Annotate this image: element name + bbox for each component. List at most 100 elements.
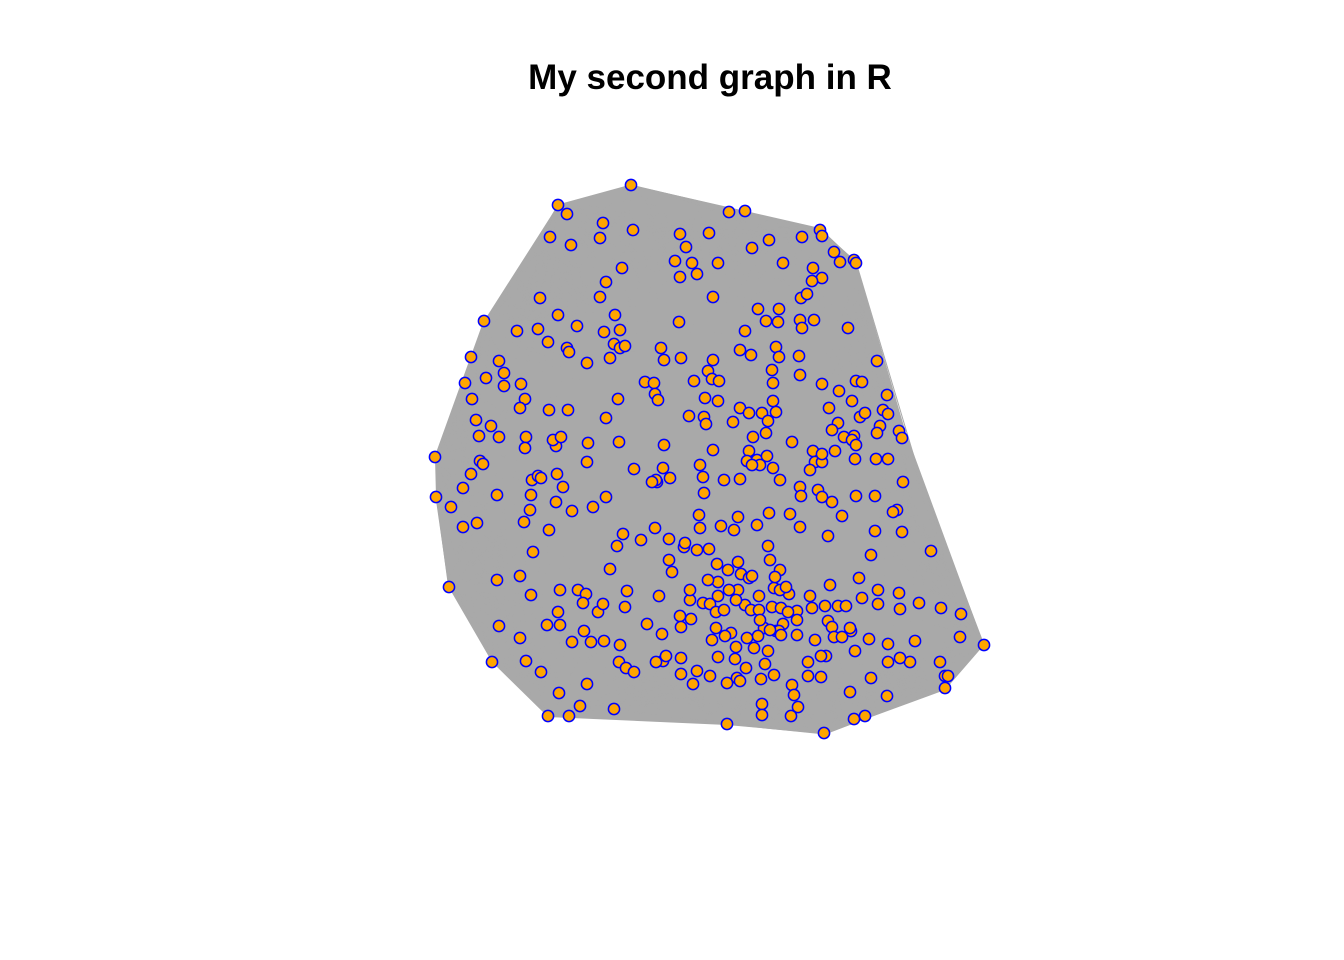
graph-vertex <box>803 589 817 603</box>
graph-vertex <box>722 583 736 597</box>
graph-vertex <box>768 570 782 584</box>
graph-vertex <box>776 256 790 270</box>
graph-vertex <box>761 644 775 658</box>
graph-vertex <box>685 256 699 270</box>
graph-vertex <box>603 351 617 365</box>
graph-vertex <box>720 676 734 690</box>
graph-vertex <box>693 521 707 535</box>
graph-vertex <box>744 348 758 362</box>
graph-vertex <box>711 575 725 589</box>
graph-vertex <box>790 628 804 642</box>
graph-vertex <box>543 230 557 244</box>
graph-vertex <box>727 523 741 537</box>
graph-vertex <box>656 461 670 475</box>
graph-vertex <box>597 634 611 648</box>
graph-vertex <box>581 436 595 450</box>
graph-vertex <box>608 308 622 322</box>
graph-vertex <box>693 458 707 472</box>
graph-vertex <box>620 584 634 598</box>
graph-vertex <box>817 726 831 740</box>
graph-vertex <box>912 596 926 610</box>
graph-vertex <box>696 470 710 484</box>
graph-vertex <box>835 630 849 644</box>
graph-vertex <box>580 455 594 469</box>
graph-vertex <box>626 223 640 237</box>
graph-vertex <box>805 601 819 615</box>
graph-vertex <box>761 539 775 553</box>
graph-vertex <box>841 321 855 335</box>
graph-vertex <box>492 619 506 633</box>
graph-vertex <box>858 406 872 420</box>
graph-vertex <box>699 417 713 431</box>
graph-vertex <box>647 376 661 390</box>
graph-vertex <box>648 521 662 535</box>
graph-vertex <box>711 589 725 603</box>
graph-vertex <box>881 407 895 421</box>
graph-vertex <box>701 573 715 587</box>
graph-vertex <box>551 308 565 322</box>
graph-vertex <box>745 241 759 255</box>
graph-vertex <box>593 290 607 304</box>
graph-vertex <box>881 655 895 669</box>
graph-vertex <box>464 467 478 481</box>
graph-vertex <box>870 426 884 440</box>
graph-vertex <box>576 596 590 610</box>
graph-vertex <box>858 709 872 723</box>
graph-vertex <box>442 580 456 594</box>
graph-vertex <box>479 371 493 385</box>
graph-vertex <box>531 322 545 336</box>
graph-vertex <box>524 488 538 502</box>
graph-vertex <box>465 392 479 406</box>
graph-vertex <box>795 321 809 335</box>
graph-vertex <box>773 473 787 487</box>
graph-vertex <box>542 403 556 417</box>
graph-vertex <box>881 637 895 651</box>
graph-vertex <box>717 603 731 617</box>
graph-vertex <box>556 480 570 494</box>
graph-vertex <box>815 377 829 391</box>
graph-vertex <box>714 519 728 533</box>
graph-vertex <box>747 641 761 655</box>
graph-vertex <box>893 651 907 665</box>
graph-vertex <box>659 649 673 663</box>
graph-vertex <box>823 578 837 592</box>
graph-vertex <box>746 430 760 444</box>
graph-vertex <box>580 677 594 691</box>
graph-vertex <box>599 411 613 425</box>
graph-vertex <box>825 423 839 437</box>
graph-vertex <box>742 444 756 458</box>
graph-vertex <box>477 314 491 328</box>
graph-vertex <box>953 630 967 644</box>
graph-vertex <box>893 602 907 616</box>
graph-vertex <box>729 593 743 607</box>
graph-vertex <box>464 350 478 364</box>
graph-vertex <box>729 640 743 654</box>
graph-vertex <box>814 670 828 684</box>
graph-vertex <box>751 629 765 643</box>
graph-vertex <box>728 652 742 666</box>
graph-vertex <box>924 544 938 558</box>
graph-vertex <box>613 638 627 652</box>
graph-vertex <box>533 291 547 305</box>
graph-vertex <box>864 548 878 562</box>
graph-vertex <box>599 275 613 289</box>
graph-vertex <box>526 545 540 559</box>
graph-vertex <box>787 688 801 702</box>
graph-vertex <box>752 589 766 603</box>
graph-vertex <box>815 490 829 504</box>
graph-vertex <box>848 452 862 466</box>
graph-vertex <box>663 471 677 485</box>
graph-vertex <box>711 256 725 270</box>
graph-vertex <box>779 580 793 594</box>
graph-vertex <box>649 655 663 669</box>
graph-vertex <box>492 354 506 368</box>
graph-vertex <box>870 354 884 368</box>
graph-vertex <box>586 500 600 514</box>
graph-vertex <box>750 518 764 532</box>
graph-vertex <box>808 633 822 647</box>
graph-vertex <box>771 315 785 329</box>
graph-vertex <box>849 256 863 270</box>
graph-vertex <box>795 230 809 244</box>
graph-vertex <box>551 198 565 212</box>
graph-vertex <box>772 350 786 364</box>
